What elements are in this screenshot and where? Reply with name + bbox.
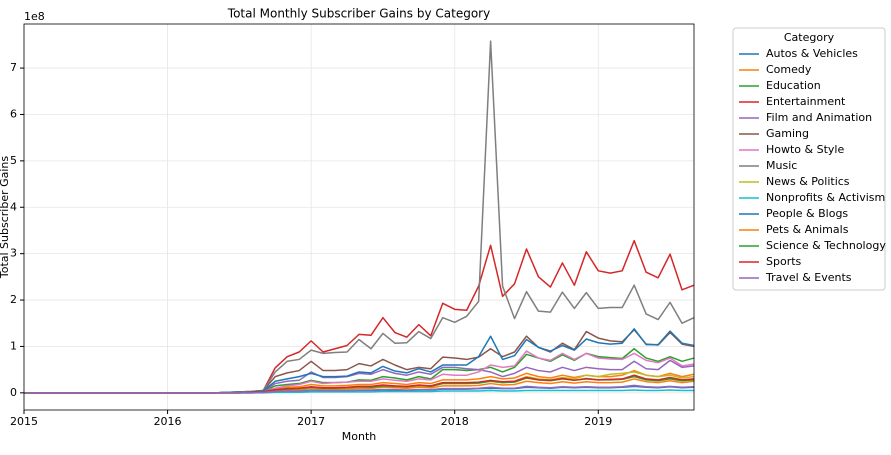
y-tick-label: 3 <box>10 247 17 260</box>
legend-label: Howto & Style <box>766 143 844 156</box>
x-tick-label: 2019 <box>584 415 612 428</box>
x-tick-label: 2015 <box>10 415 38 428</box>
y-tick-label: 0 <box>10 386 17 399</box>
y-offset-label: 1e8 <box>24 10 45 23</box>
legend-label: Nonprofits & Activism <box>766 191 885 204</box>
y-tick-label: 5 <box>10 154 17 167</box>
series-line <box>24 40 695 394</box>
series-line <box>24 239 695 394</box>
y-tick-label: 1 <box>10 339 17 352</box>
legend-label: Education <box>766 79 821 92</box>
legend: Autos & Vehicles Comedy Education Entertain… <box>739 47 886 284</box>
legend-label: Science & Technology <box>766 239 886 252</box>
legend-label: Autos & Vehicles <box>766 47 858 60</box>
x-tick-label: 2016 <box>154 415 182 428</box>
legend-label: Entertainment <box>766 95 846 108</box>
legend-label: Sports <box>766 255 802 268</box>
y-axis-label: Total Subscriber Gains <box>0 156 11 280</box>
plot-frame <box>23 23 695 411</box>
y-tick-label: 2 <box>10 293 17 306</box>
series-line <box>24 328 695 394</box>
x-axis-label: Month <box>342 430 377 443</box>
legend-label: People & Blogs <box>766 207 848 220</box>
legend-box <box>732 27 886 291</box>
y-tick-label: 6 <box>10 107 17 120</box>
legend-label: Gaming <box>766 127 809 140</box>
legend-label: Comedy <box>766 63 812 76</box>
chart-title: Total Monthly Subscriber Gains by Catego… <box>227 7 490 21</box>
legend-label: Travel & Events <box>765 271 852 284</box>
legend-label: Pets & Animals <box>766 223 849 236</box>
x-tick-label: 2017 <box>297 415 325 428</box>
lines <box>24 40 695 394</box>
y-tick-label: 4 <box>10 200 17 213</box>
series-line <box>24 384 695 394</box>
y-tick-label: 7 <box>10 61 17 74</box>
legend-label: Music <box>766 159 797 172</box>
legend-title: Category <box>784 31 835 44</box>
legend-label: Film and Animation <box>766 111 872 124</box>
x-tick-label: 2018 <box>441 415 469 428</box>
legend-label: News & Politics <box>766 175 850 188</box>
grid <box>23 24 694 410</box>
